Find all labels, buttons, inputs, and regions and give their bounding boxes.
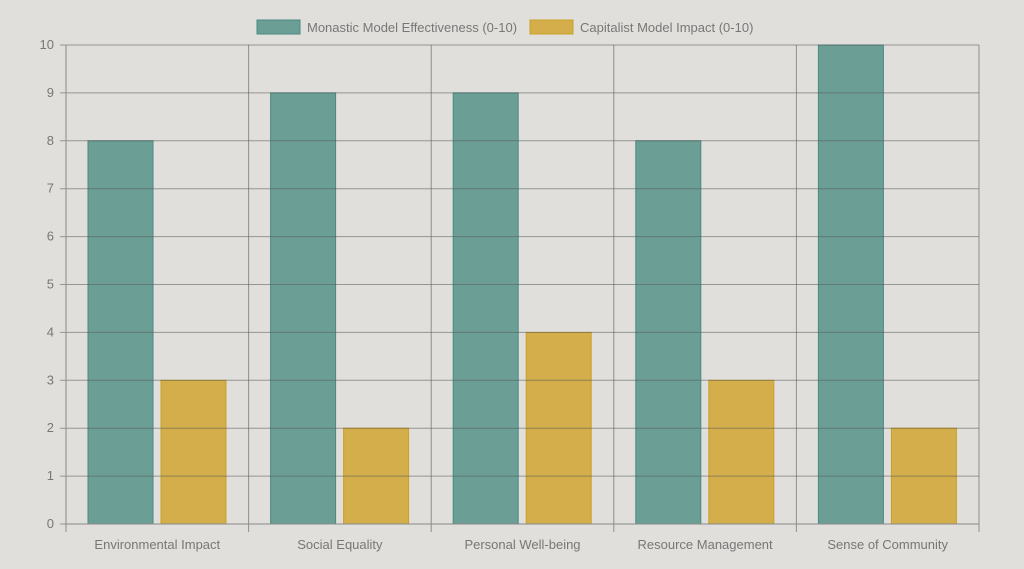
y-tick-label: 10 (40, 37, 54, 52)
y-tick-label: 4 (47, 324, 54, 339)
bars (87, 44, 957, 525)
y-tick-label: 6 (47, 229, 54, 244)
bar-monastic-2 (452, 92, 519, 525)
legend: Monastic Model Effectiveness (0-10) Capit… (256, 19, 753, 35)
bar-monastic-1 (270, 92, 337, 525)
legend-swatch-1 (529, 19, 574, 35)
x-tick-label: Social Equality (297, 537, 383, 552)
grid (60, 44, 980, 532)
y-tick-label: 9 (47, 85, 54, 100)
y-tick-label: 2 (47, 420, 54, 435)
y-tick-label: 5 (47, 277, 54, 292)
x-tick-label: Sense of Community (827, 537, 948, 552)
legend-label-0: Monastic Model Effectiveness (0-10) (307, 20, 517, 35)
axes: 0 1 2 3 4 5 6 7 8 9 10 Environmental Impact Social E… (40, 37, 979, 552)
x-tick-label: Personal Well-being (464, 537, 580, 552)
bar-capitalist-3 (708, 379, 775, 525)
legend-label-1: Capitalist Model Impact (0-10) (580, 20, 753, 35)
y-tick-label: 3 (47, 372, 54, 387)
x-tick-label: Environmental Impact (94, 537, 220, 552)
y-tick-label: 0 (47, 516, 54, 531)
y-tick-label: 7 (47, 181, 54, 196)
legend-swatch-0 (256, 19, 301, 35)
x-tick-label: Resource Management (638, 537, 774, 552)
bar-capitalist-0 (160, 379, 227, 525)
y-tick-label: 8 (47, 133, 54, 148)
y-tick-label: 1 (47, 468, 54, 483)
